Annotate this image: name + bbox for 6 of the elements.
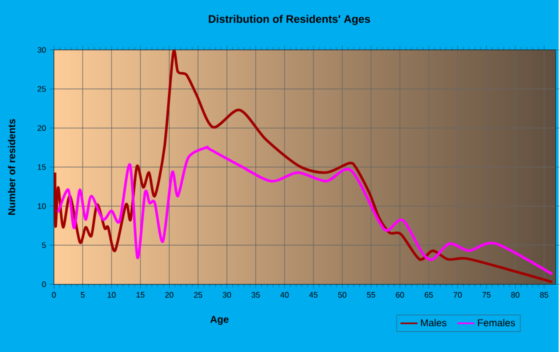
legend-label: Males xyxy=(421,318,446,326)
y-axis-title: Number of residents xyxy=(8,119,16,215)
x-axis-title: Age xyxy=(210,316,229,325)
line-series xyxy=(56,146,554,276)
chart-title: Distribution of Residents' Ages xyxy=(208,14,370,26)
legend-label: Females xyxy=(478,318,515,326)
